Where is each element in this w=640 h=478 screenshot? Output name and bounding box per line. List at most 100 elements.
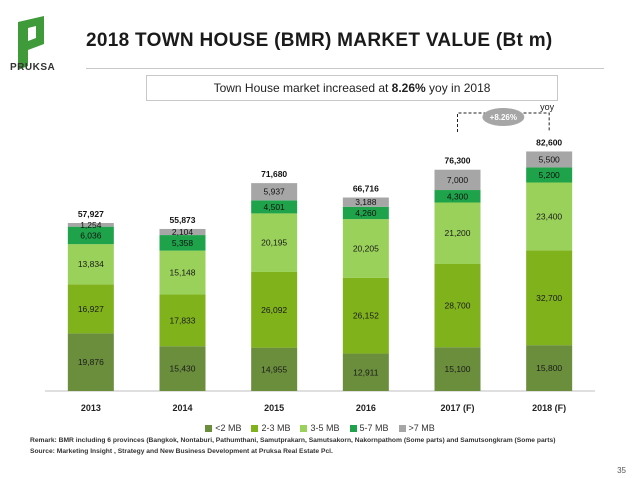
page-title: 2018 TOWN HOUSE (BMR) MARKET VALUE (Bt m… [86, 30, 553, 51]
headline-highlight: 8.26% [391, 81, 426, 95]
data-label: 5,500 [539, 154, 561, 164]
x-tick-label: 2017 (F) [440, 403, 474, 413]
data-label: 32,700 [536, 293, 562, 303]
data-label: 5,358 [172, 238, 194, 248]
data-label: 20,195 [261, 238, 287, 248]
bar-segment [159, 346, 206, 391]
bar-segment [434, 190, 481, 203]
bar-segment [251, 347, 298, 391]
legend-swatch [398, 425, 406, 432]
legend-swatch [300, 425, 308, 432]
legend-label: 5-7 MB [359, 423, 389, 433]
data-label: 13,834 [78, 259, 104, 269]
data-label: 12,911 [353, 367, 379, 377]
bar-segment [526, 182, 573, 251]
bar-segment [342, 219, 389, 278]
data-label: 14,955 [261, 364, 287, 374]
total-label: 82,600 [536, 137, 562, 147]
x-tick-label: 2015 [264, 403, 284, 413]
brand-name: PRUKSA [10, 62, 56, 73]
data-label: 1,254 [80, 220, 102, 230]
data-label: 15,148 [170, 268, 196, 278]
total-label: 57,927 [78, 209, 104, 219]
title-divider [86, 68, 604, 69]
bar-segment [526, 167, 573, 183]
total-label: 55,873 [170, 215, 196, 225]
data-label: 2,104 [172, 227, 194, 237]
data-label: 6,036 [80, 230, 102, 240]
data-label: 28,700 [445, 301, 471, 311]
data-label: 5,937 [264, 187, 286, 197]
chart-legend: <2 MB 2-3 MB 3-5 MB 5-7 MB >7 MB [0, 423, 640, 433]
pruksa-logo-icon [18, 16, 44, 70]
bar-segment [526, 345, 573, 391]
data-label: 15,430 [170, 364, 196, 374]
x-tick-label: 2016 [356, 403, 376, 413]
yoy-badge [482, 108, 525, 126]
legend-label: 2-3 MB [261, 423, 291, 433]
data-label: 15,800 [536, 363, 562, 373]
yoy-caption: yoy [540, 102, 555, 112]
x-tick-label: 2018 (F) [532, 403, 566, 413]
x-tick-label: 2013 [81, 403, 101, 413]
legend-label: <2 MB [215, 423, 242, 433]
bar-segment [342, 353, 389, 391]
headline-suffix: yoy in 2018 [425, 81, 491, 95]
legend-label: >7 MB [408, 423, 435, 433]
bar-segment [434, 347, 481, 391]
legend-swatch [205, 425, 213, 432]
legend-item: 3-5 MB [300, 423, 340, 433]
headline-box: Town House market increased at 8.26% yoy… [146, 75, 558, 101]
bar-segment [434, 263, 481, 348]
data-label: 16,927 [78, 304, 104, 314]
legend-label: 3-5 MB [310, 423, 340, 433]
bar-segment [342, 197, 389, 207]
data-label: 7,000 [447, 175, 469, 185]
data-label: 4,501 [264, 202, 286, 212]
bar-segment [67, 284, 114, 334]
bar-segment [526, 250, 573, 346]
data-label: 4,300 [447, 191, 469, 201]
data-label: 21,200 [445, 228, 471, 238]
bar-segment [67, 244, 114, 285]
data-label: 17,833 [170, 315, 196, 325]
total-label: 66,716 [353, 184, 379, 194]
legend-item: <2 MB [205, 423, 241, 433]
bar-segment [159, 250, 206, 295]
data-label: 23,400 [536, 211, 562, 221]
bar-segment [67, 223, 114, 227]
bar-segment [342, 206, 389, 220]
bar-segment [342, 277, 389, 354]
total-label: 71,680 [261, 169, 287, 179]
bar-segment [251, 271, 298, 348]
bar-segment [526, 151, 573, 168]
data-label: 20,205 [353, 243, 379, 253]
bar-segment [434, 202, 481, 264]
data-label: 4,260 [355, 208, 377, 218]
data-label: 3,188 [355, 197, 377, 207]
bar-segment [159, 294, 206, 347]
legend-swatch [251, 425, 259, 432]
bar-segment [67, 226, 114, 245]
bar-segment [251, 183, 298, 201]
yoy-badge-text: +8.26% [490, 113, 517, 122]
bar-segment [434, 169, 481, 191]
bar-segment [159, 235, 206, 251]
data-label: 26,152 [353, 311, 379, 321]
bar-segment [67, 333, 114, 391]
legend-item: 5-7 MB [349, 423, 389, 433]
legend-item: >7 MB [398, 423, 435, 433]
legend-item: 2-3 MB [251, 423, 290, 433]
bar-segment [159, 228, 206, 236]
headline: Town House market increased at 8.26% yoy… [147, 81, 557, 95]
source-note: Source: Marketing Insight , Strategy and… [30, 448, 333, 455]
data-label: 19,876 [78, 357, 104, 367]
remark-note: Remark: BMR including 6 provinces (Bangk… [30, 437, 556, 444]
x-tick-label: 2014 [172, 403, 192, 413]
data-label: 15,100 [445, 364, 471, 374]
headline-prefix: Town House market increased at [213, 81, 392, 95]
data-label: 5,200 [539, 170, 561, 180]
bar-segment [251, 213, 298, 272]
total-label: 76,300 [445, 156, 471, 166]
